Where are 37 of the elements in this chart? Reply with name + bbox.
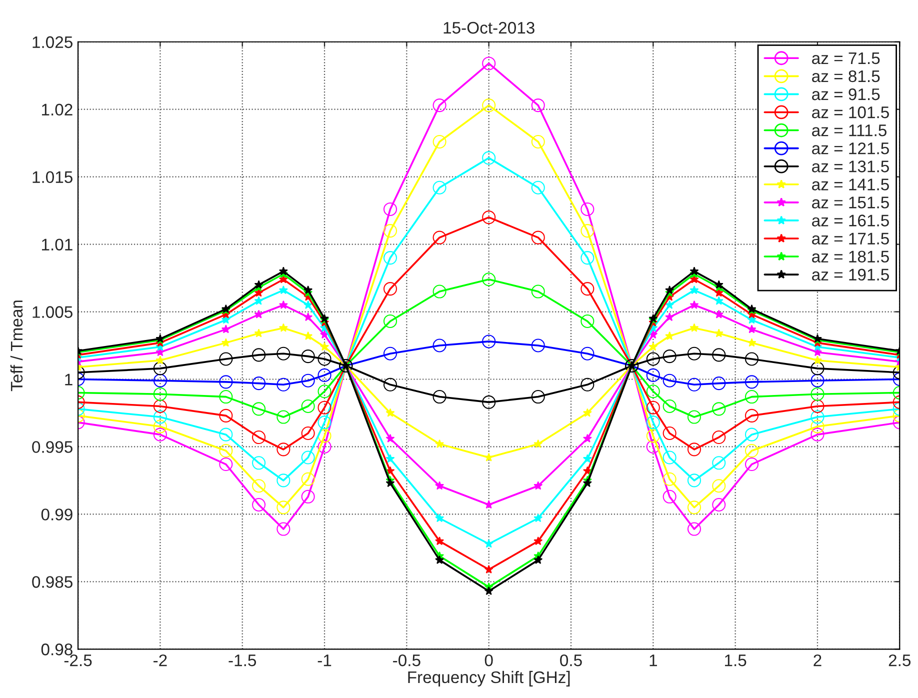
x-tick-label: -2.5: [64, 654, 92, 666]
x-tick-label: 0.5: [560, 654, 582, 666]
y-tick-label: 1.01: [42, 238, 72, 251]
legend-label: az = 131.5: [812, 160, 889, 172]
legend-label: az = 71.5: [812, 52, 880, 64]
y-tick-label: 0.99: [41, 508, 72, 520]
y-tick-label: 1.025: [32, 36, 72, 48]
x-tick-label: 1: [650, 654, 657, 666]
legend-label: az = 111.5: [812, 124, 886, 136]
x-axis-title: Frequency Shift [GHz]: [408, 670, 570, 686]
x-tick-label: 2: [814, 654, 822, 666]
y-axis-title: Teff / Tmean: [10, 300, 23, 392]
y-tick-label: 1: [65, 374, 72, 386]
x-tick-label: 0: [484, 654, 493, 666]
x-tick-label: -2: [154, 654, 167, 666]
legend-label: az = 121.5: [812, 142, 889, 154]
x-tick-label: 1.5: [725, 654, 746, 666]
y-tick-label: 0.995: [32, 441, 72, 453]
legend-label: az = 151.5: [812, 196, 889, 208]
y-tick-label: 1.015: [32, 171, 72, 184]
legend-label: az = 81.5: [812, 70, 880, 82]
y-tick-label: 1.005: [32, 306, 72, 318]
legend-label: az = 101.5: [812, 106, 889, 118]
chart-title: 15-Oct-2013: [444, 22, 534, 34]
y-tick-label: 1.02: [42, 104, 72, 116]
legend-label: az = 141.5: [812, 178, 889, 190]
y-tick-label: 0.985: [32, 576, 72, 588]
legend-label: az = 191.5: [812, 268, 889, 281]
legend-label: az = 181.5: [812, 250, 889, 263]
x-tick-label: -1: [318, 654, 332, 666]
legend-label: az = 171.5: [812, 232, 889, 244]
x-tick-label: 2.5: [888, 654, 911, 666]
y-tick-label: 0.98: [41, 644, 72, 656]
x-tick-label: -1.5: [228, 654, 256, 666]
legend-label: az = 161.5: [812, 214, 889, 226]
x-tick-label: -0.5: [393, 654, 420, 666]
legend-label: az = 91.5: [812, 88, 880, 100]
